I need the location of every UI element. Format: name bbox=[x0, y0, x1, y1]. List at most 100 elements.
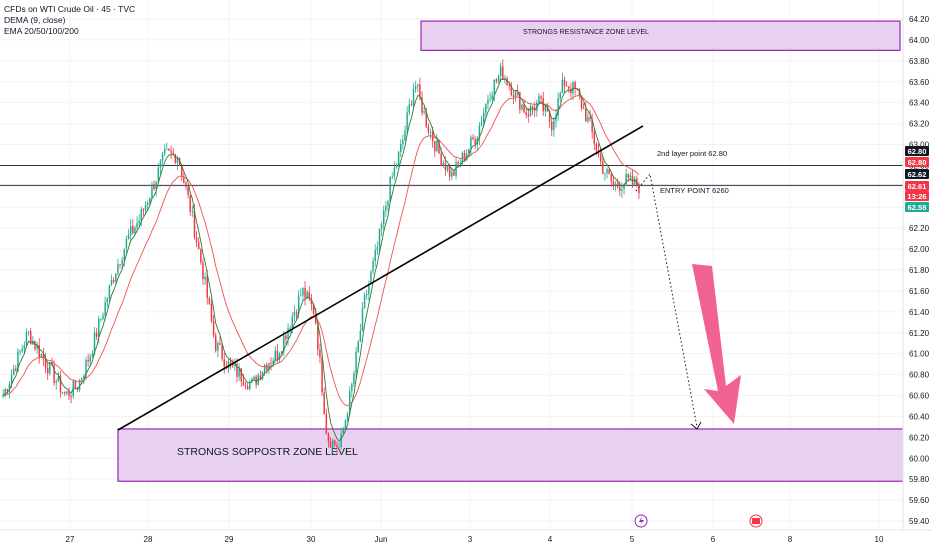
candle bbox=[214, 332, 217, 353]
candle bbox=[621, 182, 623, 198]
candle bbox=[217, 340, 219, 358]
y-tick-label: 59.80 bbox=[909, 475, 930, 484]
candle-body bbox=[29, 331, 32, 345]
candle bbox=[589, 109, 591, 122]
candle-body bbox=[608, 169, 610, 175]
candle-body bbox=[489, 98, 491, 100]
candle-body bbox=[255, 376, 257, 385]
candle bbox=[178, 157, 181, 166]
y-tick-label: 61.00 bbox=[909, 350, 930, 359]
candle-body bbox=[502, 66, 504, 80]
candle bbox=[38, 338, 40, 364]
candle-body bbox=[357, 341, 359, 352]
candle bbox=[580, 95, 583, 111]
candle-body bbox=[117, 264, 119, 274]
y-tick-label: 63.40 bbox=[909, 99, 930, 108]
candle-body bbox=[382, 210, 385, 225]
candle bbox=[195, 231, 198, 248]
candle-body bbox=[17, 351, 19, 371]
candle bbox=[4, 387, 6, 398]
candle-body bbox=[423, 111, 425, 113]
y-tick-label: 63.20 bbox=[909, 120, 930, 129]
price-badge-label: 62.61 bbox=[908, 182, 927, 191]
candle-body bbox=[442, 163, 445, 166]
candle-body bbox=[334, 440, 336, 445]
candle bbox=[110, 274, 113, 286]
candle-body bbox=[191, 210, 194, 212]
price-axis-bg bbox=[903, 0, 932, 550]
candle bbox=[204, 272, 206, 285]
candle-body bbox=[300, 295, 302, 297]
candle bbox=[319, 343, 321, 364]
candle-body bbox=[482, 112, 485, 123]
candle bbox=[331, 438, 334, 453]
candle bbox=[129, 219, 132, 241]
candle-body bbox=[319, 349, 321, 358]
flag-icon-glyph bbox=[752, 518, 760, 524]
candle-body bbox=[523, 104, 525, 113]
candle-body bbox=[146, 202, 149, 206]
candle-body bbox=[55, 381, 57, 383]
candle-body bbox=[123, 248, 126, 261]
candle bbox=[85, 356, 87, 380]
candle-body bbox=[361, 308, 364, 331]
candle-body bbox=[453, 171, 455, 176]
candle bbox=[249, 379, 251, 391]
candle-body bbox=[327, 433, 330, 442]
candle-body bbox=[487, 99, 489, 104]
candle-body bbox=[142, 209, 145, 211]
candle-body bbox=[314, 313, 317, 324]
candle-body bbox=[395, 164, 398, 168]
candle bbox=[476, 136, 479, 152]
candle-body bbox=[87, 360, 89, 362]
candle-body bbox=[234, 364, 236, 366]
candle-body bbox=[576, 88, 579, 90]
candle-body bbox=[472, 137, 474, 140]
candle bbox=[55, 378, 57, 390]
candle-body bbox=[221, 344, 223, 360]
price-badge: 62.58 bbox=[905, 202, 929, 212]
candle bbox=[463, 149, 466, 162]
candle-body bbox=[527, 114, 530, 117]
y-tick-label: 63.80 bbox=[909, 57, 930, 66]
y-tick-label: 63.00 bbox=[909, 141, 930, 150]
candle bbox=[587, 112, 589, 123]
candle-body bbox=[98, 318, 100, 337]
candle bbox=[408, 98, 411, 116]
candle-body bbox=[476, 138, 479, 144]
candle-body bbox=[597, 150, 600, 155]
candle bbox=[274, 345, 277, 362]
lightning-icon-glyph bbox=[639, 516, 644, 526]
candle-body bbox=[83, 375, 85, 379]
candle bbox=[49, 361, 51, 376]
candle-body bbox=[285, 335, 287, 340]
legend-symbol: CFDs on WTI Crude Oil · 45 · TVC bbox=[4, 4, 136, 14]
candle bbox=[387, 200, 389, 212]
candle bbox=[414, 80, 417, 93]
candle-body bbox=[287, 328, 289, 340]
candle-body bbox=[172, 152, 174, 155]
candle-body bbox=[621, 189, 623, 191]
candle bbox=[15, 365, 17, 372]
candle bbox=[68, 387, 70, 401]
candle-body bbox=[91, 353, 94, 357]
candle-body bbox=[223, 359, 225, 367]
candle-body bbox=[359, 330, 362, 342]
candle-body bbox=[93, 332, 96, 354]
candle bbox=[234, 358, 236, 372]
candle-body bbox=[176, 157, 179, 163]
candle-body bbox=[627, 174, 630, 178]
candle-body bbox=[463, 152, 466, 161]
candle-body bbox=[638, 186, 640, 194]
candle bbox=[610, 172, 613, 187]
candle-body bbox=[12, 368, 15, 376]
candle-body bbox=[378, 228, 381, 248]
candle-body bbox=[451, 171, 453, 177]
candle-body bbox=[112, 280, 115, 282]
candle bbox=[151, 181, 153, 199]
candle bbox=[357, 339, 359, 354]
candle-body bbox=[355, 351, 357, 374]
candle-body bbox=[174, 154, 177, 163]
